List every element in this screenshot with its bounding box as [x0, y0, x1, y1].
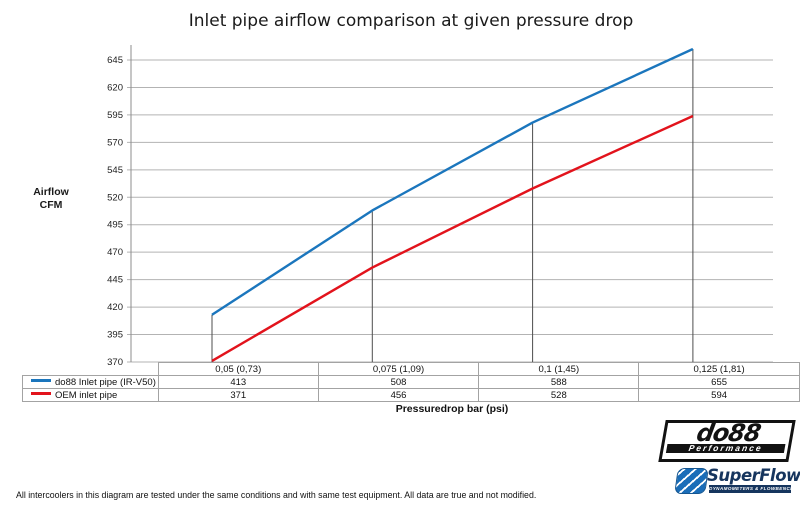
- series-line-oem-inlet-pipe: [211, 114, 694, 362]
- value-cell: 528: [478, 388, 640, 402]
- superflow-logo: SuperFlow DYNAMOMETERS & FLOWBENCHES: [674, 466, 800, 498]
- do88-logo-subtitle: Performance: [665, 443, 786, 453]
- value-cell: 508: [317, 375, 480, 389]
- y-axis-title-line1: Airflow: [33, 186, 69, 198]
- legend-label: OEM inlet pipe: [55, 389, 118, 401]
- y-axis-title: Airflow CFM: [22, 186, 80, 212]
- y-tick-label: 395: [107, 330, 123, 341]
- y-tick-label: 370: [107, 357, 123, 368]
- footer-note: All intercoolers in this diagram are tes…: [16, 490, 537, 500]
- y-tick-label: 520: [107, 192, 123, 203]
- value-cell: 456: [317, 388, 480, 402]
- superflow-logo-subtitle: DYNAMOMETERS & FLOWBENCHES: [709, 485, 791, 493]
- y-tick-label: 420: [107, 302, 123, 313]
- chart-data-table: 0,05 (0,73) 0,075 (1,09) 0,1 (1,45) 0,125 (…: [22, 362, 800, 402]
- value-cell: 655: [638, 375, 800, 389]
- category-cell: 0,05 (0,73): [157, 362, 319, 376]
- table-series-row: OEM inlet pipe 371 456 528 594: [22, 388, 800, 402]
- y-axis-title-line2: CFM: [39, 199, 63, 211]
- y-tick-label: 470: [107, 247, 123, 258]
- legend-label: do88 Inlet pipe (IR-V50): [55, 376, 156, 388]
- legend-line-marker: [31, 392, 51, 396]
- category-cell: 0,125 (1,81): [638, 362, 800, 376]
- category-cell: 0,1 (1,45): [478, 362, 640, 376]
- y-tick-label: 545: [107, 165, 123, 176]
- series-line-do88-inlet-pipe-ir-v50-: [211, 47, 694, 316]
- y-tick-label: 620: [107, 82, 123, 93]
- y-tick-label: 570: [107, 137, 123, 148]
- y-tick-label: 595: [107, 110, 123, 121]
- legend-cell: OEM inlet pipe: [22, 388, 159, 402]
- do88-logo: do88 Performance: [658, 419, 796, 462]
- y-tick-label: 445: [107, 275, 123, 286]
- do88-logo-text: do88: [694, 419, 763, 447]
- legend-cell: do88 Inlet pipe (IR-V50): [22, 375, 159, 389]
- value-cell: 413: [157, 375, 319, 389]
- y-tick-label: 495: [107, 220, 123, 231]
- x-axis-title: Pressuredrop bar (psi): [395, 403, 509, 415]
- table-series-row: do88 Inlet pipe (IR-V50) 413 508 588 655: [22, 375, 800, 389]
- value-cell: 594: [638, 388, 800, 402]
- value-cell: 371: [157, 388, 319, 402]
- legend-line-marker: [31, 379, 51, 383]
- table-header-row: 0,05 (0,73) 0,075 (1,09) 0,1 (1,45) 0,125 (…: [23, 362, 800, 376]
- chart-title: Inlet pipe airflow comparison at given p…: [188, 11, 634, 31]
- value-cell: 588: [478, 375, 640, 389]
- superflow-logo-text: SuperFlow: [707, 466, 800, 485]
- y-tick-label: 645: [107, 55, 123, 66]
- table-corner-cell: [23, 363, 159, 376]
- category-cell: 0,075 (1,09): [317, 362, 480, 376]
